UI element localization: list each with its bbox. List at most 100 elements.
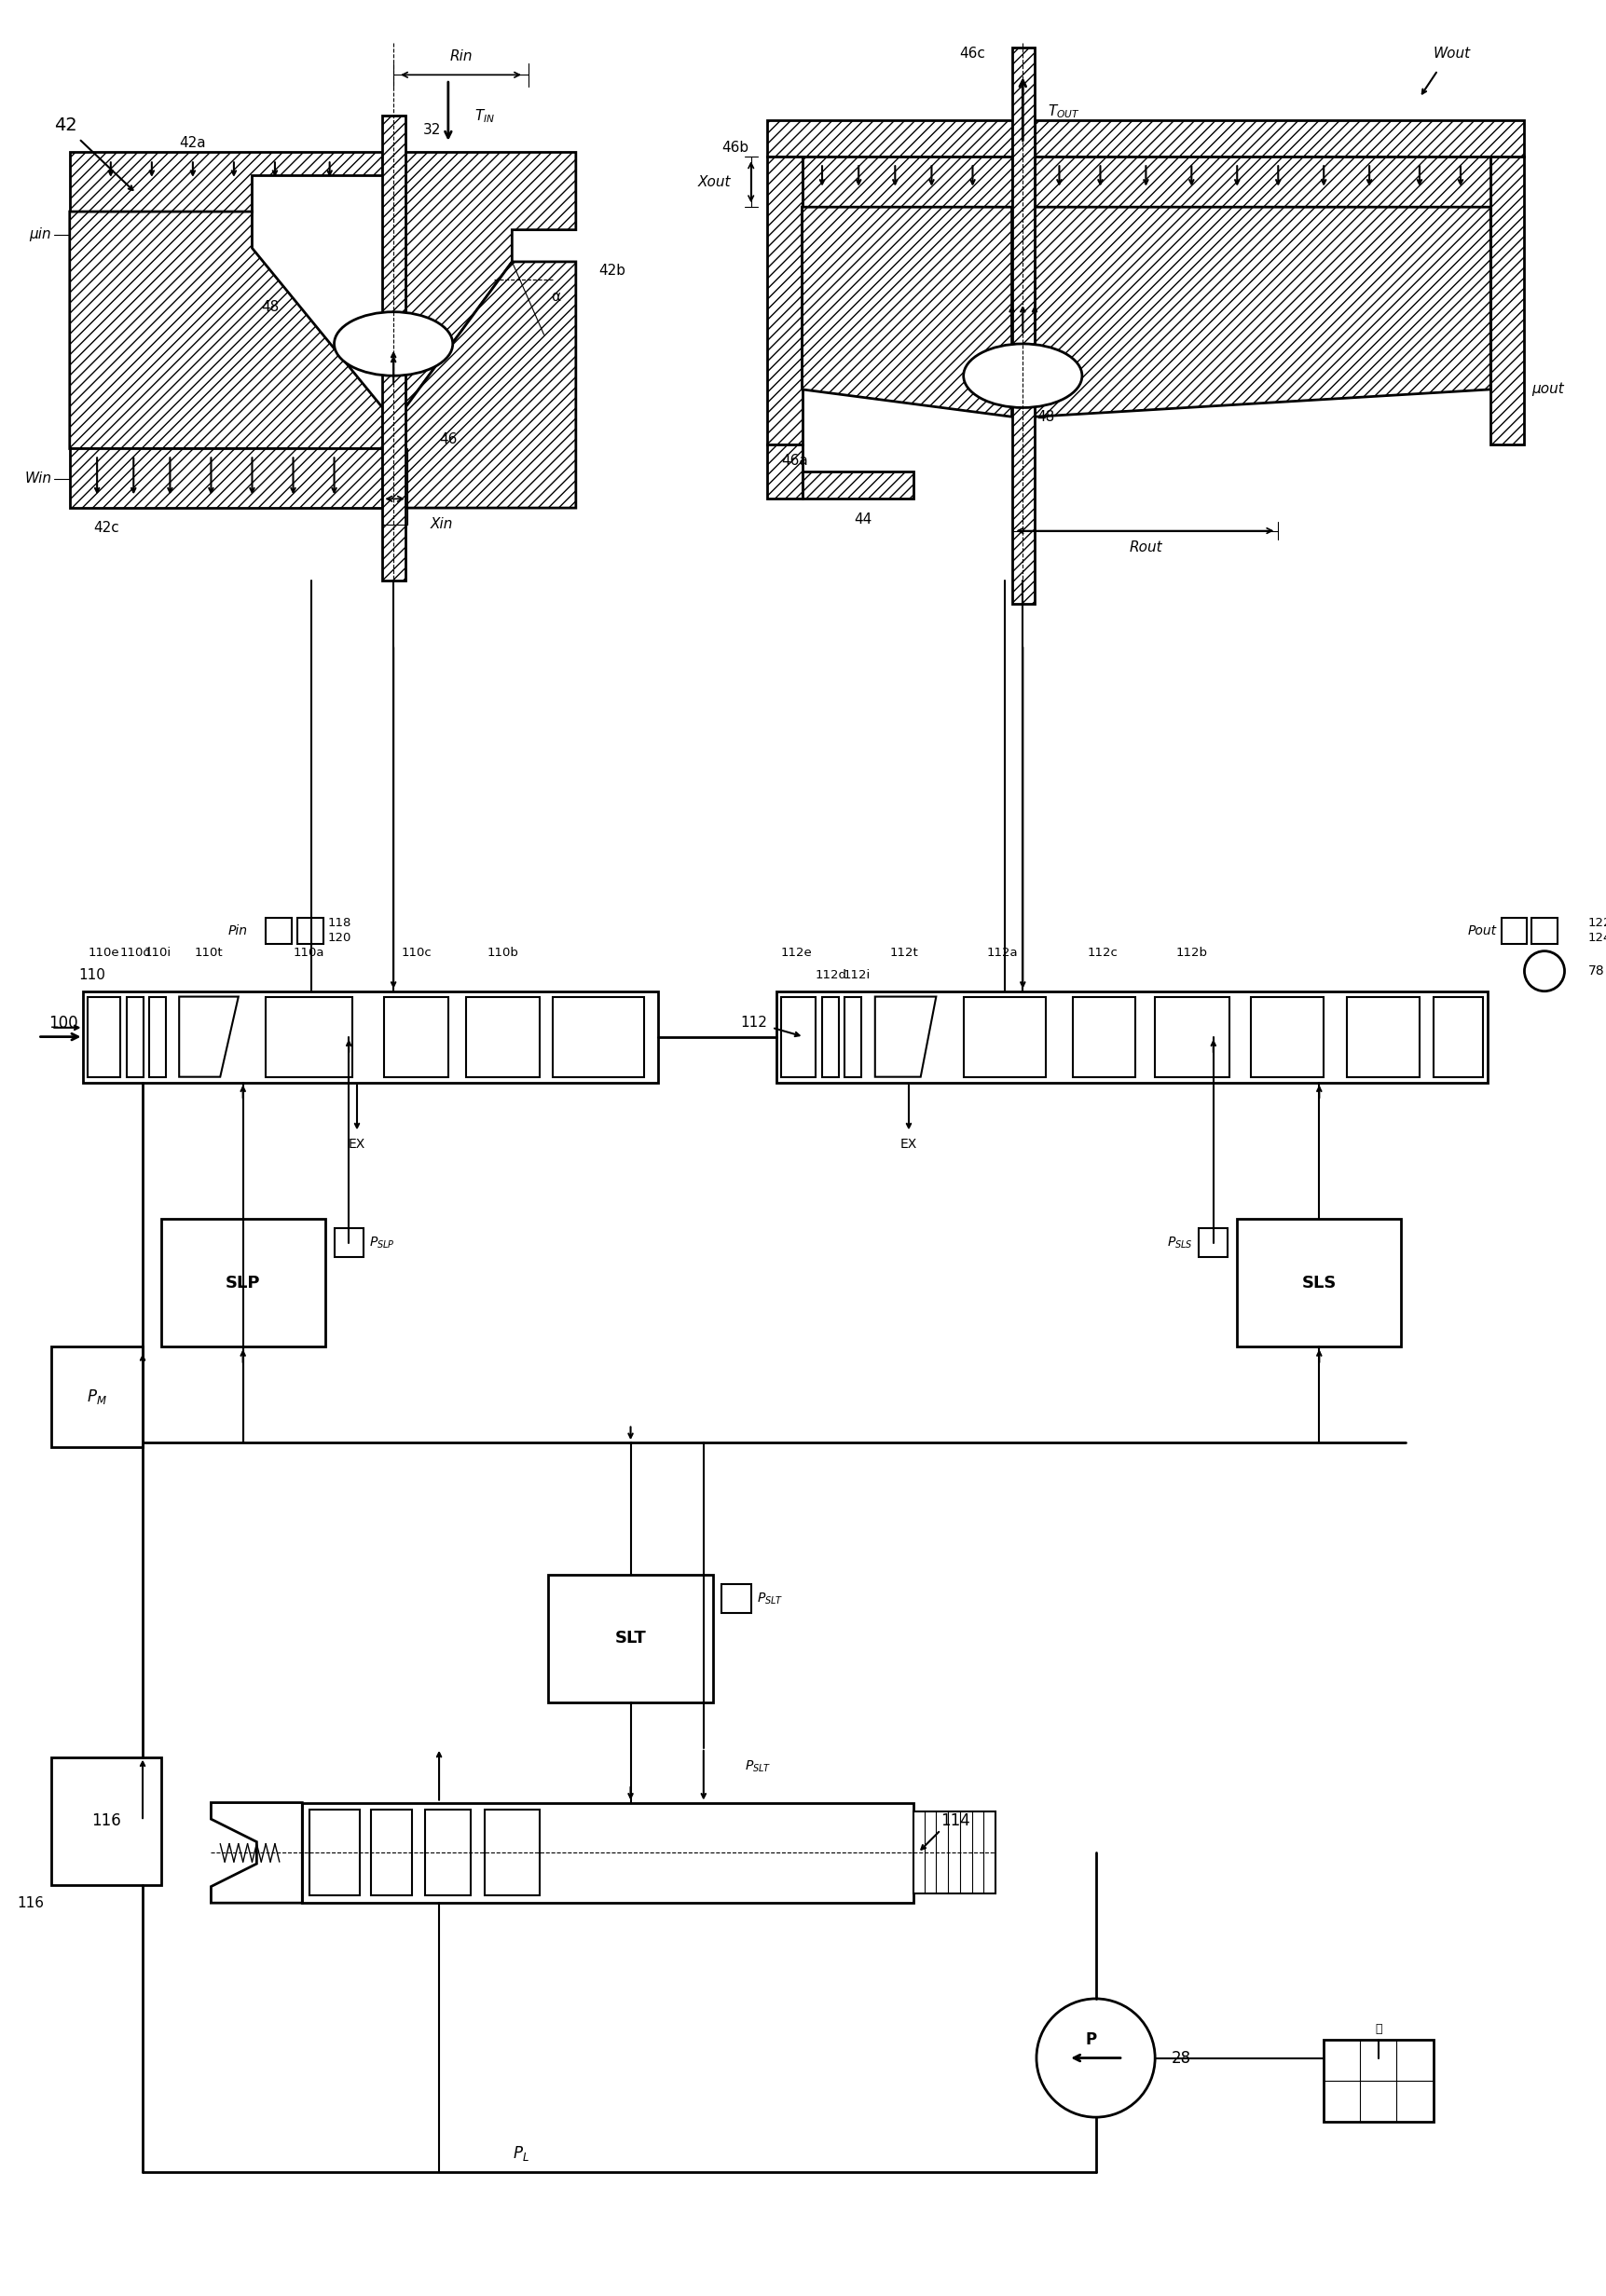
Text: Pout: Pout	[1468, 925, 1497, 937]
Bar	[384, 996, 448, 1077]
Bar	[310, 1809, 360, 1896]
Text: 112c: 112c	[1087, 946, 1118, 960]
Text: Win: Win	[24, 471, 51, 487]
Text: $T_{IN}$: $T_{IN}$	[474, 108, 495, 124]
Polygon shape	[180, 996, 238, 1077]
Bar	[382, 115, 405, 581]
Text: 28: 28	[1171, 2050, 1192, 2066]
Text: 110c: 110c	[402, 946, 432, 960]
Polygon shape	[405, 152, 577, 409]
Text: 42c: 42c	[93, 521, 119, 535]
Bar	[265, 918, 291, 944]
Bar	[1433, 996, 1484, 1077]
Text: Rout: Rout	[1129, 540, 1163, 553]
Ellipse shape	[334, 312, 453, 377]
Text: 42: 42	[55, 117, 77, 133]
Bar	[1198, 1228, 1229, 1258]
Polygon shape	[210, 1802, 302, 1903]
Polygon shape	[768, 443, 801, 498]
Text: 124: 124	[1588, 932, 1606, 944]
Text: Xin: Xin	[430, 517, 453, 530]
Bar	[88, 996, 120, 1077]
Text: 112t: 112t	[890, 946, 919, 960]
Ellipse shape	[964, 344, 1082, 409]
Text: 46a: 46a	[781, 455, 808, 468]
Bar	[51, 1756, 161, 1885]
Bar	[51, 1348, 143, 1446]
Text: SLT: SLT	[615, 1630, 646, 1646]
Bar	[964, 996, 1046, 1077]
Text: 116: 116	[18, 1896, 43, 1910]
Polygon shape	[875, 996, 936, 1077]
Bar	[84, 992, 658, 1081]
Text: 116: 116	[92, 1812, 120, 1830]
Text: 112d: 112d	[816, 969, 846, 980]
Polygon shape	[405, 262, 577, 507]
Text: 110i: 110i	[143, 946, 170, 960]
Bar	[149, 996, 165, 1077]
Bar	[1532, 918, 1558, 944]
Text: 112a: 112a	[988, 946, 1018, 960]
Text: 112: 112	[740, 1017, 768, 1031]
Text: Xout: Xout	[699, 174, 731, 188]
Text: $P_{SLT}$: $P_{SLT}$	[756, 1591, 784, 1607]
Polygon shape	[768, 119, 1012, 156]
Bar	[382, 115, 405, 581]
Polygon shape	[768, 156, 801, 443]
Bar	[302, 1802, 914, 1903]
Text: Rin: Rin	[450, 51, 472, 64]
Circle shape	[1524, 951, 1564, 992]
Text: 110e: 110e	[88, 946, 119, 960]
Text: $T_{OUT}$: $T_{OUT}$	[1047, 103, 1079, 119]
Polygon shape	[1490, 156, 1524, 443]
Bar	[1346, 996, 1420, 1077]
Bar	[426, 1809, 471, 1896]
Polygon shape	[69, 152, 382, 211]
Text: 110t: 110t	[194, 946, 223, 960]
Bar	[777, 992, 1487, 1081]
Bar	[161, 1219, 324, 1348]
Polygon shape	[801, 471, 914, 498]
Bar	[549, 1575, 713, 1701]
Bar	[371, 1809, 411, 1896]
Text: 略: 略	[1375, 2023, 1383, 2034]
Text: 78: 78	[1588, 964, 1604, 978]
Text: Wout: Wout	[1433, 46, 1471, 62]
Bar	[781, 996, 816, 1077]
Bar	[1323, 2039, 1433, 2122]
Text: 44: 44	[854, 512, 872, 526]
Bar	[265, 996, 352, 1077]
Bar	[297, 918, 323, 944]
Bar	[127, 996, 143, 1077]
Bar	[334, 1228, 363, 1258]
Text: 46b: 46b	[723, 140, 748, 154]
Text: 112e: 112e	[781, 946, 813, 960]
Text: 48: 48	[1036, 409, 1055, 425]
Text: P: P	[1086, 2032, 1097, 2048]
Polygon shape	[801, 207, 1012, 418]
Circle shape	[1036, 2000, 1155, 2117]
Text: 48: 48	[262, 301, 279, 315]
Bar	[1012, 48, 1034, 604]
Text: μout: μout	[1532, 383, 1564, 397]
Bar	[845, 996, 861, 1077]
Text: Pin: Pin	[228, 925, 247, 937]
Text: 110b: 110b	[487, 946, 519, 960]
Text: 100: 100	[48, 1015, 79, 1031]
Text: $P_L$: $P_L$	[512, 2144, 530, 2163]
Bar	[1502, 918, 1527, 944]
Text: $P_{SLT}$: $P_{SLT}$	[745, 1759, 771, 1775]
Text: $P_{SLS}$: $P_{SLS}$	[1168, 1235, 1193, 1251]
Polygon shape	[1034, 119, 1524, 156]
Text: 110d: 110d	[119, 946, 151, 960]
Bar	[1251, 996, 1323, 1077]
Text: 112i: 112i	[843, 969, 870, 980]
Polygon shape	[69, 211, 382, 448]
Text: EX: EX	[901, 1139, 917, 1150]
Text: 42b: 42b	[599, 264, 626, 278]
Bar	[1155, 996, 1230, 1077]
Polygon shape	[1034, 207, 1490, 418]
Bar	[914, 1812, 996, 1894]
Bar	[552, 996, 644, 1077]
Text: 32: 32	[422, 122, 440, 135]
